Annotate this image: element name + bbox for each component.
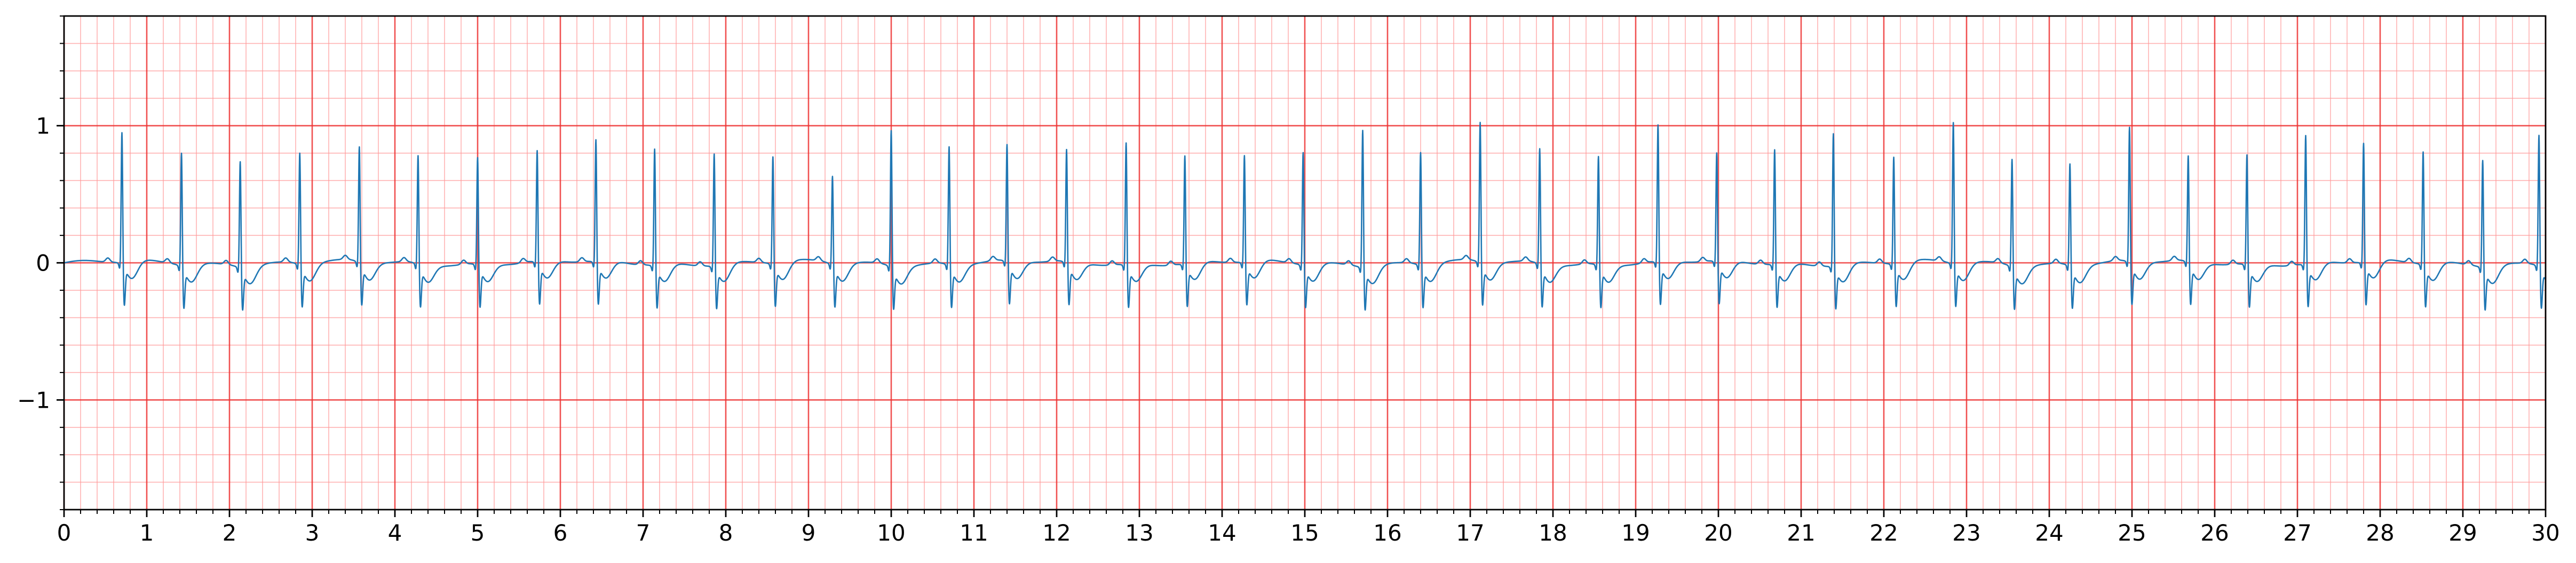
x-tick-label: 9	[802, 520, 816, 546]
axis-ticks	[57, 15, 2547, 517]
x-tick-label: 12	[1042, 520, 1071, 546]
x-tick-label: 1	[140, 520, 154, 546]
ecg-trace	[64, 122, 2547, 311]
x-tick-label: 24	[2035, 520, 2063, 546]
x-tick-label: 17	[1456, 520, 1484, 546]
y-tick-label: 0	[36, 250, 50, 276]
x-tick-label: 6	[553, 520, 568, 546]
x-tick-label: 14	[1208, 520, 1236, 546]
x-tick-label: 16	[1373, 520, 1401, 546]
x-tick-label: 3	[305, 520, 320, 546]
x-tick-label: 5	[471, 520, 485, 546]
x-tick-label: 2	[223, 520, 237, 546]
x-tick-label: 26	[2200, 520, 2229, 546]
x-tick-label: 20	[1704, 520, 1732, 546]
x-tick-label: 8	[719, 520, 733, 546]
x-tick-label: 21	[1787, 520, 1815, 546]
y-tick-labels: 1 0 −1	[17, 113, 50, 414]
x-tick-label: 7	[636, 520, 651, 546]
x-tick-label: 4	[388, 520, 402, 546]
x-tick-label: 10	[877, 520, 905, 546]
x-tick-labels: 0 1 2 3 4 5 6 7 8 9 10 11 12 13 14 15 16 17 18 19 20 21 22 23 24…	[57, 520, 2560, 546]
x-tick-label: 25	[2118, 520, 2146, 546]
x-tick-label: 29	[2448, 520, 2477, 546]
x-tick-label: 13	[1125, 520, 1153, 546]
x-tick-label: 22	[1869, 520, 1898, 546]
x-tick-label: 19	[1621, 520, 1650, 546]
x-tick-label: 27	[2283, 520, 2311, 546]
x-tick-label: 30	[2531, 520, 2559, 546]
y-tick-label: −1	[17, 387, 50, 413]
x-tick-label: 23	[1952, 520, 1980, 546]
x-tick-label: 0	[57, 520, 72, 546]
x-tick-label: 11	[960, 520, 988, 546]
y-tick-label: 1	[36, 113, 50, 139]
x-tick-label: 18	[1539, 520, 1567, 546]
x-tick-label: 15	[1290, 520, 1319, 546]
x-tick-label: 28	[2366, 520, 2394, 546]
